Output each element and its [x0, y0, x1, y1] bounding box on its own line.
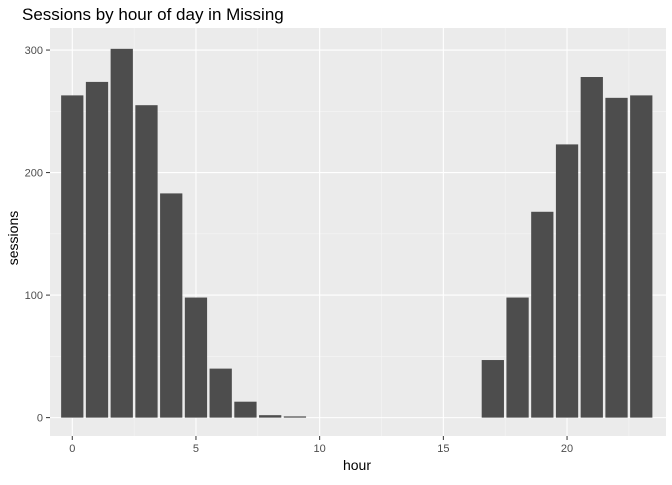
bars: [61, 48, 653, 418]
chart-title: Sessions by hour of day in Missing: [22, 5, 284, 24]
y-tick-label: 100: [25, 290, 43, 302]
bar-hour-17: [481, 360, 504, 418]
x-tick-label: 10: [314, 443, 326, 455]
bar-hour-7: [234, 401, 257, 418]
bar-hour-9: [283, 416, 307, 418]
bar-hour-0: [61, 95, 84, 418]
bar-hour-22: [605, 97, 628, 418]
x-tick-label: 15: [437, 443, 449, 455]
y-tick-label: 200: [25, 168, 43, 180]
bar-hour-2: [110, 48, 133, 418]
bar-hour-3: [135, 105, 158, 418]
bar-hour-1: [85, 81, 109, 418]
bar-hour-4: [160, 193, 183, 418]
bar-hour-6: [209, 368, 232, 418]
bar-hour-5: [184, 297, 208, 418]
bar-hour-18: [506, 297, 529, 418]
bar-hour-19: [531, 211, 554, 418]
x-tick-label: 0: [69, 443, 75, 455]
x-tick-label: 5: [193, 443, 199, 455]
bar-hour-21: [580, 77, 603, 418]
y-axis-title: sessions: [5, 211, 21, 265]
x-axis-title: hour: [343, 457, 371, 473]
y-tick-label: 300: [25, 45, 43, 57]
y-tick-label: 0: [37, 413, 43, 425]
bar-hour-23: [630, 95, 653, 418]
x-axis: 0 5 10 15 20: [69, 436, 573, 455]
bar-hour-8: [259, 415, 282, 418]
x-tick-label: 20: [561, 443, 573, 455]
y-axis: 0 100 200 300: [25, 45, 50, 425]
bar-hour-20: [555, 144, 579, 418]
